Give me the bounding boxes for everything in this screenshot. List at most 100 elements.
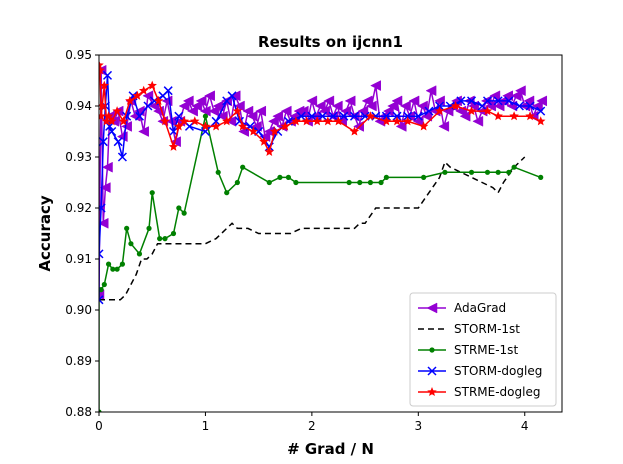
x-axis-label: # Grad / N xyxy=(287,440,374,458)
data-point xyxy=(387,100,399,112)
data-point xyxy=(182,95,194,107)
data-point xyxy=(99,80,110,90)
data-point xyxy=(392,111,402,121)
data-point xyxy=(421,174,427,180)
data-point xyxy=(323,95,335,107)
series-layer xyxy=(99,60,548,412)
data-point xyxy=(117,152,127,162)
data-point xyxy=(365,100,377,112)
data-point xyxy=(102,70,113,80)
data-point xyxy=(296,111,306,121)
data-point xyxy=(506,169,512,175)
data-point xyxy=(119,261,126,267)
data-point xyxy=(168,141,179,151)
data-point xyxy=(504,96,514,106)
data-point xyxy=(190,116,200,126)
y-axis-label: Accuracy xyxy=(36,195,54,271)
data-point xyxy=(99,65,105,75)
data-point xyxy=(211,116,221,126)
data-point xyxy=(99,101,107,111)
data-point xyxy=(163,86,173,96)
legend-marker xyxy=(427,366,437,376)
data-point xyxy=(346,179,352,186)
data-point xyxy=(525,101,535,111)
data-point xyxy=(99,203,106,213)
data-point xyxy=(178,100,190,112)
data-point xyxy=(323,116,333,126)
y-tick-label: 0.92 xyxy=(65,201,92,215)
y-tick-label: 0.93 xyxy=(65,150,92,164)
data-point xyxy=(99,249,104,259)
data-point xyxy=(202,113,209,119)
data-point xyxy=(482,96,493,106)
data-point xyxy=(248,126,259,136)
data-point xyxy=(418,121,429,131)
data-point xyxy=(331,100,343,112)
data-point xyxy=(138,126,149,137)
data-point xyxy=(417,100,428,112)
data-point xyxy=(357,179,363,186)
data-point xyxy=(495,169,501,175)
legend-item-storm-1st: STORM-1st xyxy=(418,322,520,336)
legend-label: STORM-dogleg xyxy=(454,364,542,378)
legend-item-strme-1st: STRME-1st xyxy=(418,343,518,357)
series-line-strme-1st xyxy=(99,116,541,412)
data-point xyxy=(378,179,384,186)
legend-label: STORM-1st xyxy=(454,322,520,336)
data-point xyxy=(450,101,461,111)
data-point xyxy=(523,95,535,107)
data-point xyxy=(536,106,546,116)
data-point xyxy=(266,179,272,186)
data-point xyxy=(435,101,445,111)
data-point xyxy=(413,111,423,121)
data-point xyxy=(525,111,535,121)
data-point xyxy=(395,120,407,132)
data-point xyxy=(174,111,184,121)
data-point xyxy=(147,80,157,90)
data-point xyxy=(134,111,144,121)
y-tick-label: 0.94 xyxy=(65,99,92,113)
y-tick-label: 0.89 xyxy=(65,354,92,368)
data-point xyxy=(242,105,254,117)
data-point xyxy=(472,115,484,127)
legend-label: STRME-1st xyxy=(454,343,518,357)
data-point xyxy=(157,236,163,242)
data-point xyxy=(113,137,123,147)
data-point xyxy=(138,85,149,95)
data-point xyxy=(391,95,403,107)
data-point xyxy=(285,174,292,180)
data-point xyxy=(212,100,224,112)
data-point xyxy=(237,121,248,131)
x-tick-label: 1 xyxy=(202,419,210,433)
data-point xyxy=(301,116,312,126)
data-point xyxy=(105,261,112,267)
legend-marker xyxy=(429,347,435,353)
data-point xyxy=(456,96,466,106)
data-point xyxy=(438,120,450,132)
data-point xyxy=(383,174,389,180)
y-tick-label: 0.91 xyxy=(65,252,92,266)
data-point xyxy=(370,80,381,92)
data-point xyxy=(312,116,322,126)
data-point xyxy=(99,289,105,301)
data-point xyxy=(264,146,275,156)
data-point xyxy=(149,190,155,196)
data-point xyxy=(101,116,112,126)
x-tick-label: 3 xyxy=(414,419,422,433)
data-point xyxy=(143,101,153,111)
data-point xyxy=(191,100,203,112)
data-point xyxy=(482,106,493,116)
data-point xyxy=(509,111,519,121)
data-point xyxy=(176,205,182,211)
data-point xyxy=(314,100,326,112)
data-point xyxy=(114,266,120,272)
data-point xyxy=(121,120,132,132)
data-point xyxy=(136,251,143,257)
series-strme-1st xyxy=(99,113,544,412)
data-point xyxy=(179,116,189,126)
y-tick-label: 0.88 xyxy=(65,405,92,419)
data-point xyxy=(424,106,434,116)
data-point xyxy=(233,100,245,112)
data-point xyxy=(269,126,280,136)
data-point xyxy=(339,111,349,121)
